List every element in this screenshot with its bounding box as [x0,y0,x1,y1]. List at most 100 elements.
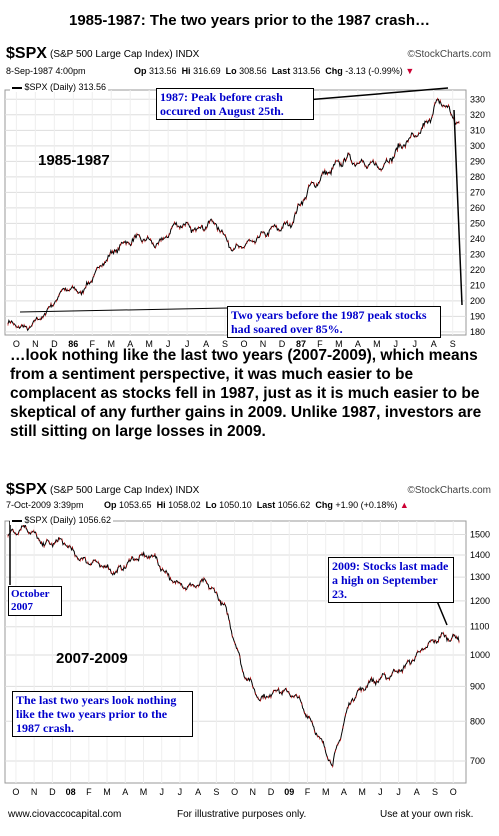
x-tick-label: O [231,787,238,797]
x-tick-label: A [203,339,209,349]
x-tick-label: M [322,787,330,797]
x-tick-label: J [396,787,401,797]
y-tick-label: 270 [470,187,485,197]
y-tick-label: 230 [470,249,485,259]
x-tick-label: N [260,339,267,349]
x-tick-label: J [378,787,383,797]
y-tick-label: 700 [470,756,485,766]
callout-pointer [436,600,448,626]
footer-risk: Use at your own risk. [380,809,474,820]
legend-line-icon [12,519,22,522]
chart1-callout-gain: Two years before the 1987 peak stocks ha… [227,306,441,338]
chart2-callout-compare: The last two years look nothing like the… [12,691,193,737]
y-tick-label: 190 [470,311,485,321]
y-tick-label: 320 [470,110,485,120]
y-tick-label: 180 [470,327,485,337]
y-tick-label: 310 [470,125,485,135]
x-tick-label: N [32,339,39,349]
chart1-callout-peak: 1987: Peak before crash occured on Augus… [156,88,314,120]
chart2-header: $SPX (S&P 500 Large Cap Index) INDX ©Sto… [6,481,493,517]
x-tick-label: S [432,787,438,797]
chart2-index-name: (S&P 500 Large Cap Index) INDX [50,485,200,496]
x-tick-label: A [127,339,133,349]
y-tick-label: 210 [470,280,485,290]
chart2-date: 7-Oct-2009 3:39pm [6,500,84,510]
x-tick-label: F [90,339,96,349]
chart1-plot: 180 190 200 210 220 230 240 250 260 270 280 290 300 3… [4,87,485,349]
x-tick-label: F [305,787,311,797]
chart2-period-label: 2007-2009 [56,650,128,667]
y-tick-label: 240 [470,234,485,244]
legend-line-icon [12,86,22,89]
plot-frame [4,89,467,336]
x-tick-label: M [103,787,111,797]
chart1-ohlc: Op 313.56 Hi 316.69 Lo 308.56 Last 313.5… [134,66,415,76]
commentary-text: …look nothing like the last two years (2… [10,347,482,440]
chart1-symbol: $SPX [6,45,47,62]
x-tick-label: D [49,787,56,797]
y-tick-label: 1100 [470,622,489,632]
chart1-period-label: 1985-1987 [38,152,110,169]
y-tick-label: 900 [470,681,485,691]
callout-pointer [305,87,449,101]
x-tick-label: J [178,787,183,797]
x-tick-label: D [268,787,275,797]
y-tick-label: 220 [470,265,485,275]
chart2-legend-label: $SPX (Daily) 1056.62 [24,515,112,525]
x-tick-label: M [358,787,366,797]
y-tick-label: 300 [470,141,485,151]
chart2-callout-high: 2009: Stocks last made a high on Septemb… [328,557,454,603]
x-tick-label: A [122,787,128,797]
y-tick-label: 280 [470,172,485,182]
x-tick-label: S [450,339,456,349]
x-tick-label: J [166,339,171,349]
y-tick-label: 260 [470,203,485,213]
page-title: 1985-1987: The two years prior to the 19… [69,12,430,29]
x-tick-label: 87 [296,339,306,349]
y-tick-label: 330 [470,94,485,104]
x-tick-label: A [341,787,347,797]
x-tick-label: J [413,339,418,349]
x-tick-label: 08 [66,787,76,797]
x-tick-label: N [31,787,38,797]
y-tick-label: 290 [470,156,485,166]
x-tick-label: A [414,787,420,797]
chart2-symbol: $SPX [6,481,47,498]
chart1-legend-label: $SPX (Daily) 313.56 [24,82,107,92]
price-line [7,523,460,768]
x-tick-label: F [86,787,92,797]
x-tick-label: J [159,787,164,797]
y-tick-label: 250 [470,218,485,228]
x-tick-label: O [13,339,20,349]
footer-disclaimer: For illustrative purposes only. [177,809,307,820]
baseline-line [19,307,229,313]
chart2-callout-october: October 2007 [8,586,62,616]
x-tick-label: M [107,339,115,349]
x-tick-label: S [213,787,219,797]
x-tick-label: A [195,787,201,797]
y-tick-label: 1500 [470,530,490,540]
footer-website: www.ciovaccocapital.com [8,809,122,820]
chart1-header: $SPX (S&P 500 Large Cap Index) INDX ©Sto… [6,45,493,81]
x-tick-label: D [279,339,286,349]
x-tick-label: F [317,339,323,349]
callout-pointer [453,109,463,306]
chart2-watermark: ©StockCharts.com [407,485,491,496]
chart2-legend: $SPX (Daily) 1056.62 [10,515,114,525]
chart1-index-name: (S&P 500 Large Cap Index) INDX [50,49,200,60]
y-tick-label: 1200 [470,596,490,606]
x-tick-label: N [250,787,257,797]
chart1-date: 8-Sep-1987 4:00pm [6,66,86,76]
x-tick-label: A [355,339,361,349]
x-tick-label: M [145,339,153,349]
x-tick-label: O [450,787,457,797]
x-tick-label: M [140,787,148,797]
y-tick-label: 200 [470,296,485,306]
x-tick-label: M [373,339,381,349]
x-tick-label: 09 [284,787,294,797]
x-tick-label: O [241,339,248,349]
x-tick-label: D [51,339,58,349]
y-tick-label: 1400 [470,550,490,560]
x-tick-label: M [335,339,343,349]
x-tick-label: O [12,787,19,797]
